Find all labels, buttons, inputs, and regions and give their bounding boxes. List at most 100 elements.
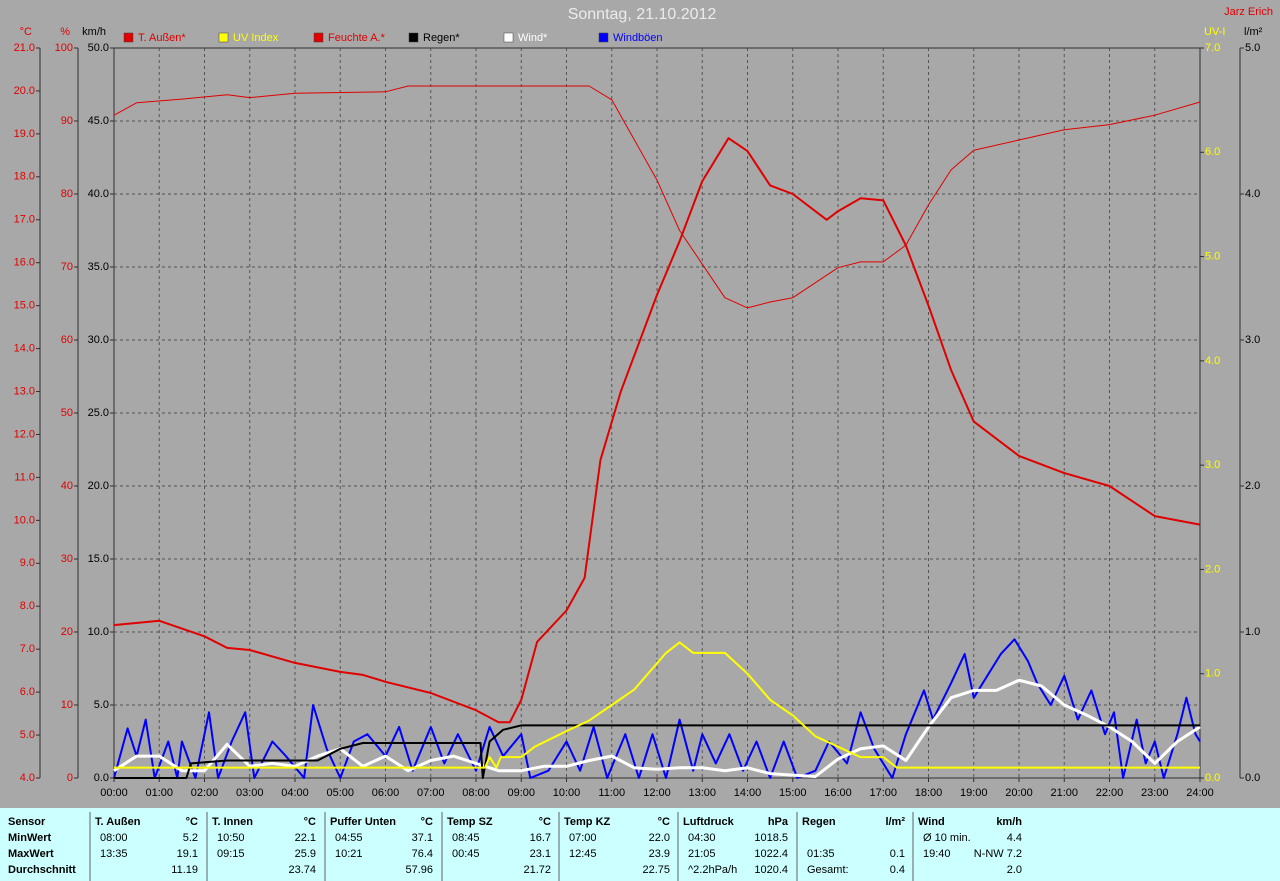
x-tick-label: 11:00 — [598, 787, 625, 799]
y-tick-label: 60 — [61, 334, 73, 346]
table-cell: 25.9 — [295, 848, 316, 860]
legend-swatch — [598, 32, 609, 43]
y-axis-title: °C — [20, 26, 32, 38]
y-tick-label: 6.0 — [1205, 146, 1220, 158]
table-cell: 04:55 — [335, 832, 363, 844]
table-column-name: Luftdruck — [683, 816, 735, 828]
table-cell: 0.1 — [890, 848, 905, 860]
table-cell: ^2.2hPa/h — [688, 864, 737, 876]
table-cell: 21:05 — [688, 848, 716, 860]
table-cell: 07:00 — [569, 832, 597, 844]
table-cell: 23.1 — [530, 848, 551, 860]
y-tick-label: 0.0 — [1245, 772, 1260, 784]
table-cell: Ø 10 min. — [923, 832, 971, 844]
chart-title: Sonntag, 21.10.2012 — [568, 6, 717, 23]
legend-label: Windböen — [613, 32, 663, 44]
y-tick-label: 10.0 — [88, 626, 109, 638]
y-tick-label: 4.0 — [1205, 355, 1220, 367]
y-tick-label: 20 — [61, 626, 73, 638]
table-cell: 01:35 — [807, 848, 835, 860]
series-line — [113, 85, 1201, 309]
x-tick-label: 20:00 — [1005, 787, 1033, 799]
series-line — [113, 137, 1201, 724]
y-tick-label: 21.0 — [14, 42, 35, 54]
table-cell: 1022.4 — [754, 848, 788, 860]
legend-swatch — [123, 32, 134, 43]
table-cell: 04:30 — [688, 832, 716, 844]
y-axis-title: % — [60, 26, 70, 38]
legend-swatch — [503, 32, 514, 43]
table-cell: 10:50 — [217, 832, 245, 844]
table-cell: 19:40 — [923, 848, 951, 860]
y-axis-title: km/h — [82, 26, 106, 38]
x-tick-label: 10:00 — [553, 787, 581, 799]
table-column-name: T. Innen — [212, 816, 253, 828]
y-tick-label: 15.0 — [88, 553, 109, 565]
y-tick-label: 3.0 — [1245, 334, 1260, 346]
y-tick-label: 50.0 — [88, 42, 109, 54]
x-tick-label: 14:00 — [734, 787, 762, 799]
table-cell: 37.1 — [412, 832, 433, 844]
y-tick-label: 2.0 — [1245, 480, 1260, 492]
x-tick-label: 13:00 — [688, 787, 716, 799]
table-column-unit: °C — [421, 816, 433, 828]
x-tick-label: 23:00 — [1141, 787, 1169, 799]
table-cell: 4.4 — [1007, 832, 1022, 844]
legend-label: Feuchte A.* — [328, 32, 386, 44]
table-column-unit: hPa — [768, 816, 789, 828]
table-cell: 22.0 — [649, 832, 670, 844]
y-tick-label: 10 — [61, 699, 73, 711]
y-tick-label: 45.0 — [88, 115, 109, 127]
x-tick-label: 19:00 — [960, 787, 988, 799]
x-tick-label: 24:00 — [1186, 787, 1214, 799]
x-tick-label: 22:00 — [1096, 787, 1124, 799]
table-column-unit: °C — [186, 816, 198, 828]
table-cell: 21.72 — [523, 864, 551, 876]
y-tick-label: 40 — [61, 480, 73, 492]
y-tick-label: 3.0 — [1205, 459, 1220, 471]
table-cell: 10:21 — [335, 848, 363, 860]
y-tick-label: 25.0 — [88, 407, 109, 419]
y-tick-label: 0.0 — [94, 772, 109, 784]
table-cell: 1020.4 — [754, 864, 788, 876]
legend-swatch — [408, 32, 419, 43]
y-tick-label: 5.0 — [1245, 42, 1260, 54]
legend-label: UV Index — [233, 32, 279, 44]
table-cell: 1018.5 — [754, 832, 788, 844]
table-row-label: Durchschnitt — [8, 864, 76, 876]
x-tick-label: 15:00 — [779, 787, 807, 799]
table-cell: 2.0 — [1007, 864, 1022, 876]
y-tick-label: 14.0 — [14, 342, 35, 354]
y-tick-label: 12.0 — [14, 428, 35, 440]
y-tick-label: 40.0 — [88, 188, 109, 200]
table-cell: 08:00 — [100, 832, 128, 844]
x-tick-label: 04:00 — [281, 787, 309, 799]
y-tick-label: 9.0 — [20, 557, 35, 569]
table-cell: 09:15 — [217, 848, 245, 860]
y-tick-label: 5.0 — [94, 699, 109, 711]
x-tick-label: 17:00 — [869, 787, 897, 799]
y-tick-label: 1.0 — [1245, 626, 1260, 638]
y-tick-label: 20.0 — [88, 480, 109, 492]
table-row-label: MaxWert — [8, 848, 54, 860]
x-tick-label: 03:00 — [236, 787, 264, 799]
y-tick-label: 4.0 — [20, 772, 35, 784]
y-tick-label: 30 — [61, 553, 73, 565]
table-cell: 12:45 — [569, 848, 597, 860]
table-row-label: MinWert — [8, 832, 52, 844]
y-tick-label: 18.0 — [14, 171, 35, 183]
table-column-name: Puffer Unten — [330, 816, 396, 828]
legend-swatch — [218, 32, 229, 43]
table-cell: 19.1 — [177, 848, 198, 860]
y-tick-label: 70 — [61, 261, 73, 273]
table-cell: 22.1 — [295, 832, 316, 844]
y-tick-label: 10.0 — [14, 514, 35, 526]
series-line — [113, 678, 1201, 778]
y-tick-label: 6.0 — [20, 686, 35, 698]
y-tick-label: 90 — [61, 115, 73, 127]
table-cell: 11.19 — [171, 864, 198, 876]
y-tick-label: 8.0 — [20, 600, 35, 612]
table-column-unit: °C — [658, 816, 670, 828]
x-tick-label: 18:00 — [915, 787, 943, 799]
y-tick-label: 5.0 — [20, 729, 35, 741]
